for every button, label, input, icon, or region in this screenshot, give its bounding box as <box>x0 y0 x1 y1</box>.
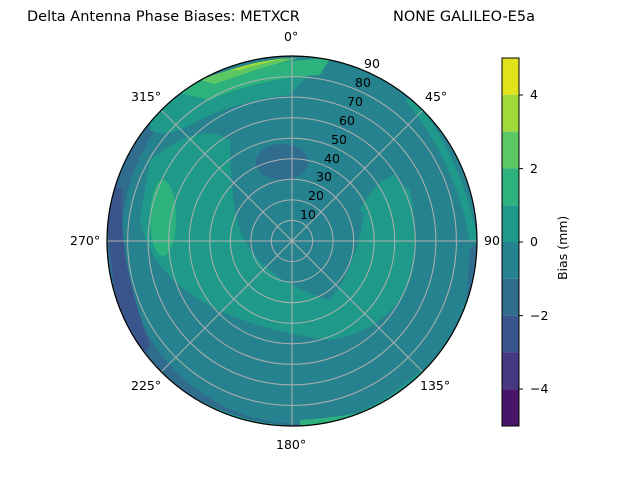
radial-label-90: 90 <box>364 56 380 71</box>
colorbar-tick-neg4: −4 <box>530 381 549 396</box>
angle-label-90: 90 <box>484 233 500 248</box>
angle-label-270: 270° <box>70 233 101 248</box>
radial-label-40: 40 <box>324 151 340 166</box>
colorbar-tick-neg2: −2 <box>530 308 549 323</box>
angle-label-0: 0° <box>284 29 299 44</box>
angle-label-180: 180° <box>276 437 307 452</box>
colorbar-tick-4: 4 <box>530 87 538 102</box>
chart-title-right: NONE GALILEO-E5a <box>393 9 535 25</box>
angle-label-225: 225° <box>131 378 162 393</box>
angle-label-315: 315° <box>131 89 162 104</box>
angular-gridlines <box>107 56 477 426</box>
colorbar-tick-2: 2 <box>530 161 538 176</box>
radial-label-10: 10 <box>300 207 316 222</box>
radial-label-50: 50 <box>331 132 347 147</box>
polar-frame <box>106 55 478 427</box>
colorbar-tick-0: 0 <box>530 234 538 249</box>
radial-label-60: 60 <box>339 113 355 128</box>
colorbar <box>501 57 523 427</box>
radial-label-80: 80 <box>355 75 371 90</box>
radial-label-70: 70 <box>347 94 363 109</box>
radial-label-30: 30 <box>316 169 332 184</box>
radial-label-20: 20 <box>308 188 324 203</box>
angle-label-135: 135° <box>420 378 451 393</box>
angle-label-45: 45° <box>425 89 448 104</box>
chart-title-left: Delta Antenna Phase Biases: METXCR <box>27 9 300 25</box>
colorbar-label: Bias (mm) <box>555 215 570 280</box>
